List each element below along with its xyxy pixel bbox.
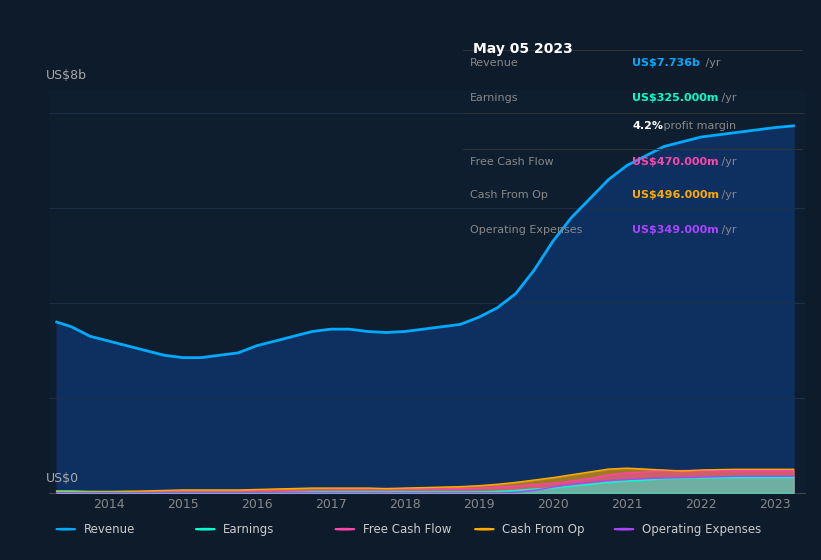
Circle shape (56, 529, 76, 530)
Text: Operating Expenses: Operating Expenses (470, 225, 582, 235)
Circle shape (475, 529, 494, 530)
Text: /yr: /yr (718, 157, 736, 167)
Circle shape (335, 529, 355, 530)
Text: Cash From Op: Cash From Op (502, 522, 585, 536)
Text: Revenue: Revenue (84, 522, 135, 536)
Text: US$8b: US$8b (45, 69, 86, 82)
Text: Operating Expenses: Operating Expenses (642, 522, 761, 536)
Text: Earnings: Earnings (470, 93, 518, 103)
Text: US$7.736b: US$7.736b (632, 58, 700, 68)
Text: US$349.000m: US$349.000m (632, 225, 719, 235)
Text: US$0: US$0 (45, 472, 79, 485)
Text: US$470.000m: US$470.000m (632, 157, 719, 167)
Text: Free Cash Flow: Free Cash Flow (470, 157, 553, 167)
Text: 4.2%: 4.2% (632, 122, 663, 132)
Text: Free Cash Flow: Free Cash Flow (363, 522, 452, 536)
Text: Earnings: Earnings (223, 522, 275, 536)
Text: Revenue: Revenue (470, 58, 519, 68)
Text: /yr: /yr (718, 93, 736, 103)
Text: /yr: /yr (702, 58, 721, 68)
Text: /yr: /yr (718, 189, 736, 199)
Text: US$496.000m: US$496.000m (632, 189, 719, 199)
Text: /yr: /yr (718, 225, 736, 235)
Text: US$325.000m: US$325.000m (632, 93, 718, 103)
Circle shape (195, 529, 215, 530)
Circle shape (614, 529, 634, 530)
Text: profit margin: profit margin (660, 122, 736, 132)
Text: May 05 2023: May 05 2023 (474, 41, 573, 55)
Text: Cash From Op: Cash From Op (470, 189, 548, 199)
